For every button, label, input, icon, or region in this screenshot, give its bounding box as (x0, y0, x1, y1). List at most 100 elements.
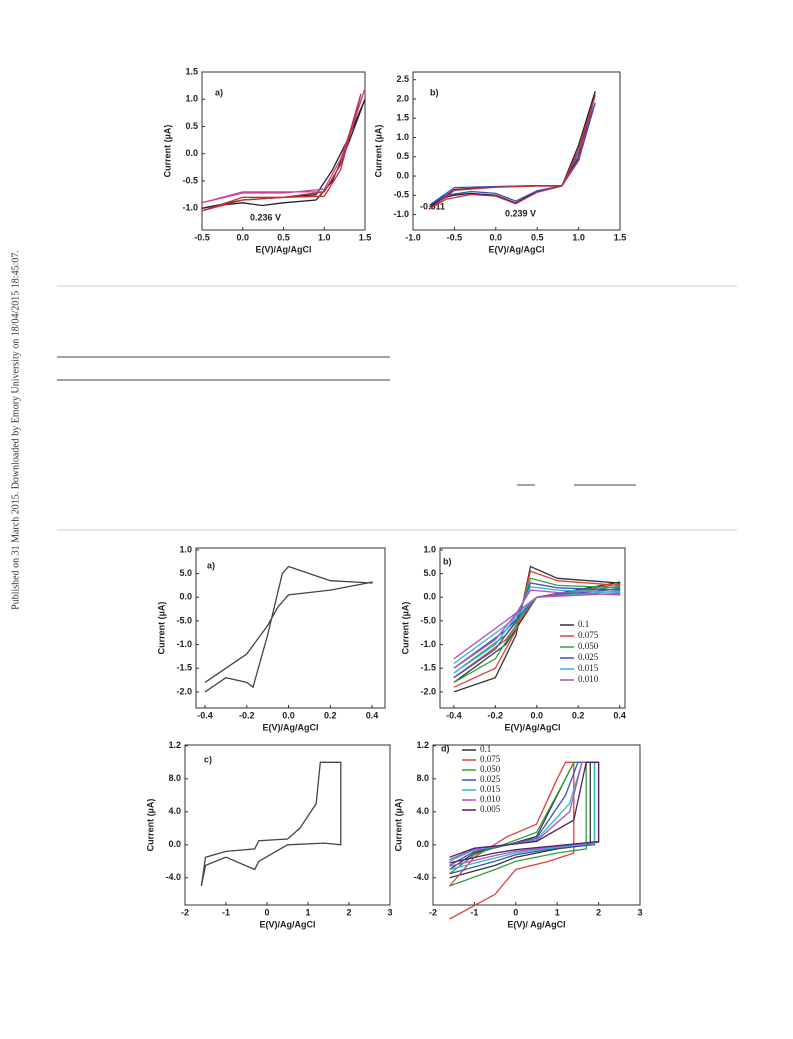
legend-label: 0.1 (480, 744, 491, 754)
legend-label: 0.075 (480, 754, 501, 764)
legend-label: 0.015 (578, 663, 599, 673)
x-tick-label: 2 (596, 907, 601, 917)
plot-frame (412, 71, 621, 231)
y-tick-label: 4.0 (416, 806, 429, 816)
x-tick-label: 0.0 (490, 232, 503, 242)
cv-curve (453, 586, 621, 674)
y-tick-label: -1.5 (176, 663, 192, 673)
x-tick-label: 0.2 (324, 710, 337, 720)
x-tick-label: 0 (513, 907, 518, 917)
plot-frame (184, 744, 391, 906)
x-tick-label: 1.5 (614, 232, 627, 242)
y-tick-label: 0.0 (423, 592, 436, 602)
y-tick-label: -1.0 (420, 639, 436, 649)
annotation: 0.239 V (505, 208, 536, 218)
y-tick-label: -1.0 (393, 209, 409, 219)
y-tick-label: 0.5 (396, 151, 409, 161)
legend-label: 0.025 (578, 652, 599, 662)
y-tick-label: -4.0 (413, 872, 429, 882)
y-tick-label: 0.0 (416, 839, 429, 849)
plot-frame (439, 547, 626, 709)
x-tick-label: 1.5 (359, 232, 372, 242)
x-tick-label: 0.2 (572, 710, 585, 720)
x-tick-label: -0.2 (239, 710, 255, 720)
legend-label: 0.025 (480, 774, 501, 784)
download-note: Published on 31 March 2015. Downloaded b… (10, 250, 21, 610)
cv-curve (429, 91, 596, 208)
panel-label: a) (207, 560, 215, 570)
cv-curve (429, 94, 596, 210)
legend-label: 0.015 (480, 784, 501, 794)
y-tick-label: -1.0 (182, 203, 198, 213)
panel-label: b) (443, 556, 452, 566)
cv-curve (200, 761, 342, 887)
y-tick-label: -1.5 (420, 663, 436, 673)
cv-curve (201, 88, 366, 204)
y-tick-label: 1.0 (423, 544, 436, 554)
panel-label: a) (215, 87, 223, 97)
y-tick-label: -1.0 (176, 639, 192, 649)
x-tick-label: -2 (429, 907, 437, 917)
cv-curve (453, 570, 621, 688)
legend-label: 0.010 (578, 674, 599, 684)
y-tick-label: 8.0 (416, 773, 429, 783)
x-tick-label: -0.4 (446, 710, 462, 720)
legend-label: 0.050 (578, 641, 599, 651)
x-axis-label: E(V)/Ag/AgCl (256, 244, 312, 254)
x-tick-label: -2 (181, 907, 189, 917)
y-tick-label: 8.0 (168, 773, 181, 783)
legend-label: 0.075 (578, 630, 599, 640)
legend-label: 0.010 (480, 794, 501, 804)
y-tick-label: 1.5 (396, 113, 409, 123)
plot-frame (432, 744, 641, 906)
y-tick-label: 0.5 (185, 121, 198, 131)
cv-curve (204, 565, 373, 693)
x-axis-label: E(V)/Ag/AgCl (505, 722, 561, 732)
y-tick-label: -0.5 (393, 190, 409, 200)
y-tick-label: 1.0 (179, 544, 192, 554)
y-axis-label: Current (µA) (156, 602, 166, 655)
cv-curve (449, 761, 600, 864)
panel-label: b) (430, 87, 439, 97)
y-tick-label: -2.0 (176, 686, 192, 696)
y-axis-label: Current (µA) (400, 602, 410, 655)
x-tick-label: -1 (222, 907, 230, 917)
legend-label: 0.1 (578, 619, 589, 629)
panel-label: c) (204, 754, 212, 764)
x-tick-label: 1 (305, 907, 310, 917)
x-tick-label: -1 (470, 907, 478, 917)
x-tick-label: -0.5 (194, 232, 210, 242)
x-tick-label: 0.5 (277, 232, 290, 242)
x-tick-label: -0.2 (488, 710, 504, 720)
x-tick-label: 0.5 (531, 232, 544, 242)
y-tick-label: 1.2 (416, 740, 429, 750)
y-tick-label: 5.0 (423, 568, 436, 578)
x-tick-label: 0.0 (236, 232, 249, 242)
y-axis-label: Current (µA) (393, 799, 403, 852)
x-tick-label: 1 (555, 907, 560, 917)
y-axis-label: Current (µA) (145, 799, 155, 852)
y-tick-label: 0.0 (168, 839, 181, 849)
x-tick-label: 0 (264, 907, 269, 917)
cv-curve (453, 582, 621, 679)
y-tick-label: -4.0 (165, 872, 181, 882)
y-tick-label: 1.0 (396, 132, 409, 142)
y-tick-label: 2.5 (396, 74, 409, 84)
y-tick-label: 4.0 (168, 806, 181, 816)
x-tick-label: 3 (637, 907, 642, 917)
x-tick-label: 1.0 (572, 232, 585, 242)
cv-curve (453, 577, 621, 683)
y-axis-label: Current (µA) (162, 125, 172, 178)
x-tick-label: 2 (346, 907, 351, 917)
plot-frame (195, 547, 386, 709)
y-tick-label: 2.0 (396, 93, 409, 103)
legend-label: 0.050 (480, 764, 501, 774)
y-tick-label: -5.0 (420, 615, 436, 625)
x-tick-label: 0.4 (613, 710, 626, 720)
x-axis-label: E(V)/Ag/AgCl (489, 244, 545, 254)
y-tick-label: 5.0 (179, 568, 192, 578)
x-tick-label: 0.4 (366, 710, 379, 720)
x-tick-label: 0.0 (282, 710, 295, 720)
